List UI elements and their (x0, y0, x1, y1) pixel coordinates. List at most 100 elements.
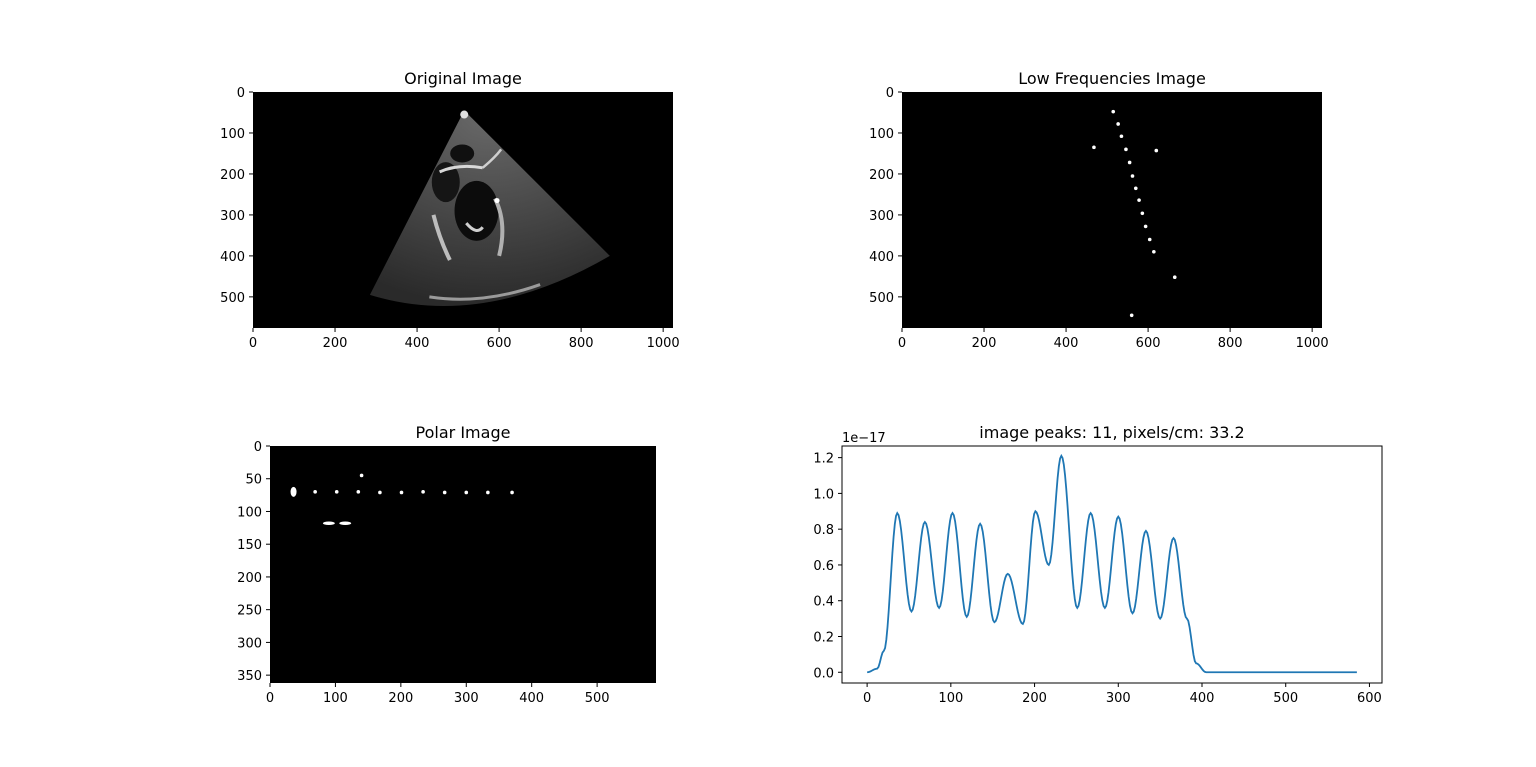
y-tick-label: 0.8 (813, 523, 834, 538)
x-tick-label: 100 (323, 691, 348, 706)
polar-image-points (290, 473, 514, 526)
bright-point (322, 521, 335, 526)
y-tick-label: 0.4 (813, 595, 834, 610)
bright-point (1140, 211, 1145, 216)
bright-point (290, 486, 297, 497)
x-tick-label: 100 (938, 691, 963, 706)
x-tick-label: 1000 (647, 336, 680, 351)
bright-point (1130, 174, 1135, 178)
bright-point (334, 490, 339, 494)
y-tick-label: 0.2 (813, 630, 834, 645)
y-tick-label: 100 (869, 127, 894, 142)
x-tick-label: 200 (388, 691, 413, 706)
low-frequencies-axes: 0 200 400 600 800 1000 0 100 200 300 400 500 (869, 86, 1329, 351)
y-tick-label: 400 (869, 250, 894, 265)
x-tick-label: 1000 (1296, 336, 1329, 351)
bright-point (464, 490, 469, 495)
y-offset-label: 1e−17 (842, 431, 886, 446)
x-tick-label: 0 (898, 336, 906, 351)
x-tick-label: 800 (569, 336, 594, 351)
y-tick-label: 0 (886, 86, 894, 101)
bright-point (378, 490, 382, 495)
y-tick-label: 1.2 (813, 452, 834, 467)
bright-point (339, 521, 352, 526)
x-tick-label: 0 (863, 691, 871, 706)
x-tick-label: 200 (972, 336, 997, 351)
low-frequencies-panel: Low Frequencies Image 0 200 400 600 800 10000… (869, 69, 1329, 351)
x-tick-label: 500 (585, 691, 610, 706)
bright-point (1137, 198, 1141, 202)
ultrasound-sector (369, 110, 610, 306)
bright-wall (429, 283, 541, 301)
x-tick-label: 300 (1106, 691, 1131, 706)
bright-point (486, 490, 490, 495)
y-tick-label: 100 (220, 127, 245, 142)
y-tick-label: 300 (869, 209, 894, 224)
y-tick-label: 100 (237, 505, 262, 520)
bright-point (1111, 109, 1116, 114)
y-tick-label: 200 (220, 168, 245, 183)
x-tick-label: 0 (249, 336, 257, 351)
y-tick-label: 0.0 (813, 666, 834, 681)
bright-wall (431, 214, 452, 261)
bright-point (313, 490, 317, 494)
y-tick-label: 250 (237, 604, 262, 619)
x-tick-label: 400 (519, 691, 544, 706)
x-tick-label: 600 (487, 336, 512, 351)
bright-point (399, 490, 404, 495)
y-tick-label: 200 (237, 571, 262, 586)
x-tick-label: 400 (405, 336, 430, 351)
y-tick-label: 350 (237, 669, 262, 684)
x-tick-label: 600 (1357, 691, 1382, 706)
y-tick-label: 500 (869, 291, 894, 306)
x-tick-label: 400 (1054, 336, 1079, 351)
peaks-line-panel: image peaks: 11, pixels/cm: 33.2 0 100 200… (813, 423, 1383, 706)
bright-point (1116, 122, 1120, 126)
chamber-dark (454, 180, 499, 241)
bright-point (1092, 145, 1096, 150)
bright-point (1127, 160, 1132, 165)
bright-point (421, 490, 425, 494)
polar-image-axes: 0 100 200 300 400 500 0 50 100 150 200 250 300 350 (237, 440, 609, 706)
y-tick-label: 0.6 (813, 559, 834, 574)
polar-image-area (270, 446, 656, 683)
bright-wall (465, 222, 484, 232)
y-tick-label: 150 (237, 538, 262, 553)
original-image-axes: 0 200 400 600 800 1000 0 100 200 300 400 500 (220, 86, 680, 351)
low-frequencies-points (1092, 109, 1177, 318)
polar-image-panel: Polar Image 0 100 200 300 400 500 0 50 100 150 200… (237, 423, 656, 706)
bright-wall (439, 164, 483, 174)
bright-point (359, 473, 364, 478)
peaks-plot-axes: 0 100 200 300 400 500 600 0.0 0.2 0.4 0.6 0.8 1.0 1.2 (813, 452, 1382, 706)
bright-point (1129, 313, 1134, 318)
bright-spot (460, 110, 469, 119)
bright-point (442, 490, 447, 495)
x-tick-label: 600 (1136, 336, 1161, 351)
bright-point (510, 490, 514, 495)
chamber-dark (431, 162, 460, 203)
peaks-series-line (867, 453, 1357, 674)
x-tick-label: 500 (1273, 691, 1298, 706)
y-tick-label: 300 (220, 209, 245, 224)
x-tick-label: 400 (1190, 691, 1215, 706)
original-image-panel: Original Image 0 200 400 600 800 1000 0 100 200 3… (220, 69, 680, 351)
peaks-plot-title: image peaks: 11, pixels/cm: 33.2 (979, 423, 1244, 442)
bright-point (1147, 237, 1152, 242)
bright-point (1172, 275, 1177, 279)
original-image-title: Original Image (404, 69, 522, 88)
x-tick-label: 300 (454, 691, 479, 706)
bright-point (1124, 147, 1128, 152)
y-tick-label: 0 (254, 440, 262, 455)
bright-point (1154, 148, 1159, 153)
chamber-dark (450, 144, 475, 163)
low-frequencies-title: Low Frequencies Image (1018, 69, 1206, 88)
bright-point (1133, 186, 1138, 191)
y-tick-label: 200 (869, 168, 894, 183)
y-tick-label: 300 (237, 636, 262, 651)
x-tick-label: 0 (266, 691, 274, 706)
y-tick-label: 400 (220, 250, 245, 265)
bright-point (1152, 249, 1156, 254)
polar-image-title: Polar Image (416, 423, 511, 442)
y-tick-label: 1.0 (813, 487, 834, 502)
x-tick-label: 200 (323, 336, 348, 351)
